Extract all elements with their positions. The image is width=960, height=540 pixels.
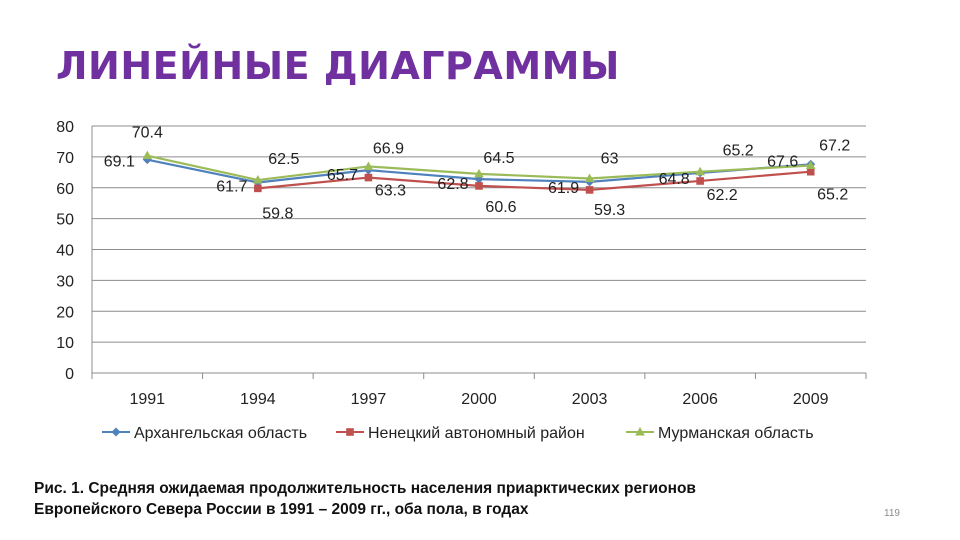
data-label: 59.3: [594, 202, 625, 219]
data-label: 67.2: [819, 138, 850, 155]
legend-label: Мурманская область: [658, 425, 814, 442]
data-label: 64.8: [659, 171, 690, 188]
page-number: 119: [884, 508, 900, 519]
data-label: 65.2: [817, 187, 848, 204]
series-marker: [805, 160, 816, 170]
y-tick-label: 30: [56, 273, 74, 290]
data-label: 59.8: [262, 205, 293, 222]
x-tick-label: 1997: [351, 391, 387, 408]
x-tick-label: 1991: [129, 391, 165, 408]
y-tick-label: 80: [56, 119, 74, 136]
series-marker: [346, 428, 354, 436]
series-marker: [142, 150, 153, 160]
data-label: 62.8: [437, 176, 468, 193]
series-marker: [363, 161, 374, 170]
data-label: 61.9: [548, 180, 579, 197]
series-marker: [635, 427, 645, 436]
series-marker: [475, 182, 483, 190]
series-marker: [364, 173, 373, 182]
series-marker: [111, 427, 121, 437]
y-tick-label: 10: [56, 335, 74, 352]
y-tick-label: 50: [56, 212, 74, 229]
data-label: 62.5: [268, 151, 299, 168]
slide-title: ЛИНЕЙНЫЕ ДИАГРАММЫ: [56, 44, 620, 88]
series-lines: [142, 150, 816, 194]
data-label: 62.2: [707, 187, 738, 204]
data-label: 63.3: [375, 183, 406, 200]
x-tick-label: 2003: [572, 391, 608, 408]
y-tick-label: 70: [56, 150, 74, 167]
line-chart: 0 10 20 30 40 50 60 70 80 1991 1994 1997 2000 2003 200…: [56, 119, 867, 442]
series-marker: [584, 173, 595, 182]
data-label: 65.7: [327, 167, 358, 184]
x-tick-label: 2006: [682, 391, 718, 408]
legend-label: Архангельская область: [134, 425, 307, 442]
x-tick-label: 1994: [240, 391, 276, 408]
x-tick-label: 2009: [793, 391, 829, 408]
data-label: 65.2: [723, 143, 754, 160]
series-marker: [254, 184, 262, 193]
data-labels: 69.1 61.7 65.7 62.8 61.9 64.8 67.6 59.8 63.3 60.6…: [104, 125, 851, 223]
x-tick-label: 2000: [461, 391, 497, 408]
data-label: 63: [601, 150, 619, 167]
y-tick-label: 20: [56, 304, 74, 321]
data-label: 64.5: [483, 150, 514, 167]
y-tick-label: 0: [65, 366, 74, 383]
data-label: 60.6: [485, 199, 516, 216]
legend-label: Ненецкий автономный район: [368, 425, 585, 442]
data-label: 70.4: [132, 125, 163, 142]
figure-caption: Рис. 1. Средняя ожидаемая продолжительно…: [34, 478, 834, 520]
series-line: [257, 170, 811, 192]
data-label: 61.7: [216, 179, 247, 196]
legend: Архангельская область Ненецкий автономный…: [102, 425, 814, 442]
axes: 0 10 20 30 40 50 60 70 80 1991 1994 1997 2000 2003 200…: [56, 119, 867, 408]
series-marker: [696, 177, 704, 185]
caption-line-1: Рис. 1. Средняя ожидаемая продолжительно…: [34, 480, 696, 497]
series-marker: [474, 168, 484, 178]
data-label: 66.9: [373, 140, 404, 157]
series-marker: [695, 166, 705, 176]
data-label: 69.1: [104, 154, 135, 171]
y-tick-label: 40: [56, 243, 74, 260]
caption-line-2: Европейского Севера России в 1991 – 2009…: [34, 501, 529, 518]
series-marker: [253, 175, 263, 184]
y-tick-label: 60: [56, 181, 74, 198]
series-marker: [806, 167, 815, 176]
data-label: 67.6: [767, 153, 798, 170]
series-marker: [585, 186, 594, 194]
